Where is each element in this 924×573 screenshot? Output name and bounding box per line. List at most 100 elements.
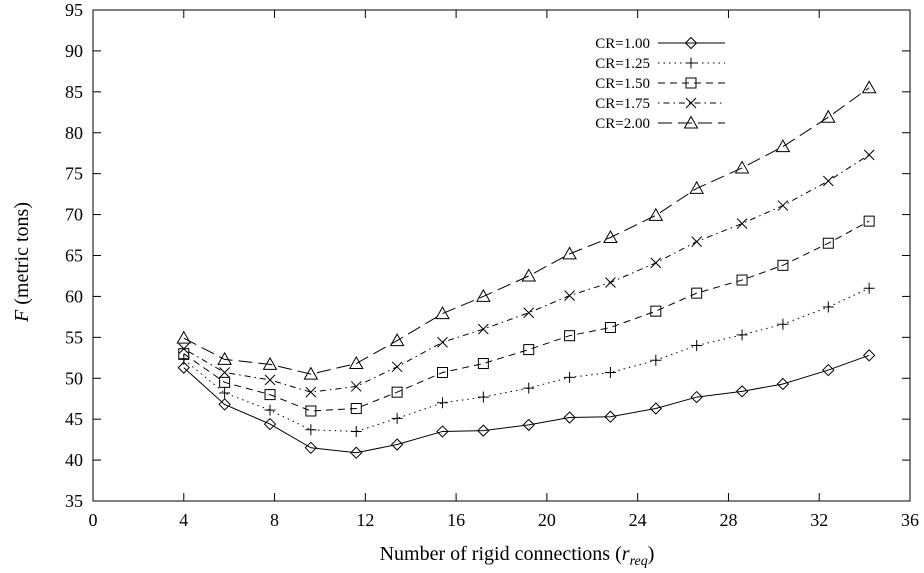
y-tick-label: 75: [65, 164, 83, 184]
series-line: [183, 220, 870, 412]
series-line: [183, 87, 870, 375]
triangle-marker: [775, 139, 791, 153]
series-cr-1-75: [178, 149, 875, 398]
legend-item: CR=1.75: [595, 96, 725, 112]
triangle-marker: [861, 80, 877, 94]
plus-marker: [777, 318, 789, 330]
square-marker: [264, 389, 276, 401]
diamond-marker: [304, 441, 318, 455]
diamond-marker: [735, 385, 749, 398]
diamond-marker: [477, 424, 490, 437]
triangle-marker: [734, 160, 750, 174]
y-tick-label: 55: [65, 327, 83, 347]
plus-marker: [477, 391, 489, 403]
cross-marker: [650, 257, 662, 269]
plus-marker: [564, 371, 576, 383]
y-tick-label: 60: [65, 286, 83, 306]
diamond-marker: [690, 390, 703, 404]
series-cr-2-00: [176, 80, 877, 380]
cross-marker: [477, 323, 489, 335]
x-tick-label: 12: [356, 510, 374, 530]
cross-marker: [219, 367, 230, 378]
triangle-marker: [648, 207, 664, 221]
plus-marker: [350, 425, 362, 437]
triangle-marker: [475, 288, 491, 302]
plus-marker: [685, 57, 697, 69]
triangle-marker: [683, 115, 699, 129]
diamond-marker: [263, 417, 277, 431]
square-marker: [650, 305, 662, 317]
x-tick-label: 4: [179, 510, 188, 530]
y-tick-label: 70: [65, 205, 83, 225]
diamond-marker: [350, 446, 363, 459]
diamond-marker: [563, 411, 576, 424]
series-layer: [176, 80, 877, 459]
y-tick-label: 80: [65, 123, 83, 143]
triangle-marker: [562, 246, 577, 260]
cross-marker: [178, 343, 190, 355]
plus-marker: [736, 329, 748, 341]
triangle-marker: [348, 356, 364, 370]
cross-marker: [437, 336, 448, 348]
plus-marker: [436, 397, 448, 409]
triangle-marker: [176, 330, 192, 344]
square-marker: [305, 405, 317, 417]
legend-label: CR=1.00: [595, 36, 650, 52]
plus-marker: [650, 354, 662, 366]
plus-marker: [305, 424, 317, 436]
triangle-marker: [521, 268, 537, 282]
cross-marker: [685, 97, 697, 109]
square-marker: [391, 386, 403, 398]
y-tick-label: 95: [65, 0, 83, 20]
y-tick-label: 65: [65, 246, 83, 266]
plus-marker: [264, 404, 276, 416]
plus-marker: [178, 353, 190, 365]
square-marker: [863, 215, 875, 227]
square-marker: [219, 376, 231, 388]
triangle-marker: [262, 356, 278, 370]
legend-item: CR=1.00: [595, 36, 725, 52]
square-marker: [604, 322, 616, 334]
y-tick-label: 35: [65, 491, 83, 511]
plus-marker: [523, 382, 535, 394]
series-cr-1-00: [177, 349, 876, 459]
series-cr-1-25: [178, 282, 875, 437]
legend-label: CR=1.75: [595, 96, 650, 112]
diamond-marker: [390, 438, 404, 451]
diamond-marker: [177, 361, 190, 374]
square-marker: [822, 237, 834, 249]
plot-frame: [92, 9, 911, 502]
square-marker: [477, 358, 489, 370]
y-axis-label: F (metric tons): [11, 202, 33, 323]
cross-marker: [564, 290, 575, 301]
triangle-marker: [820, 109, 836, 123]
x-tick-label: 24: [629, 510, 647, 530]
diamond-marker: [218, 398, 231, 411]
legend-item: CR=2.00: [595, 115, 725, 132]
series-line: [183, 354, 870, 454]
legend-label: CR=1.50: [595, 76, 650, 92]
plus-marker: [604, 367, 616, 379]
cross-marker: [822, 175, 834, 187]
legend-item: CR=1.50: [595, 76, 725, 92]
x-tick-label: 36: [901, 510, 919, 530]
plus-marker: [822, 301, 834, 313]
cross-marker: [391, 361, 403, 373]
diamond-marker: [522, 418, 535, 432]
square-marker: [350, 403, 362, 415]
legend: CR=1.00 CR=1.25 CR=1.50 CR=1.75 CR=2.00: [595, 36, 725, 132]
diamond-marker: [604, 410, 617, 423]
x-axis-label: Number of rigid connections (rreq): [380, 543, 655, 569]
x-tick-label: 28: [719, 510, 737, 530]
x-tick-label: 8: [270, 510, 279, 530]
square-marker: [691, 287, 703, 299]
plot-border: [92, 9, 911, 502]
cross-marker: [691, 236, 703, 247]
legend-label: CR=1.25: [595, 56, 650, 72]
legend-label: CR=2.00: [595, 116, 650, 132]
plus-marker: [219, 387, 231, 399]
diamond-marker: [684, 36, 698, 50]
y-tick-label: 85: [65, 82, 83, 102]
triangle-marker: [389, 333, 405, 347]
